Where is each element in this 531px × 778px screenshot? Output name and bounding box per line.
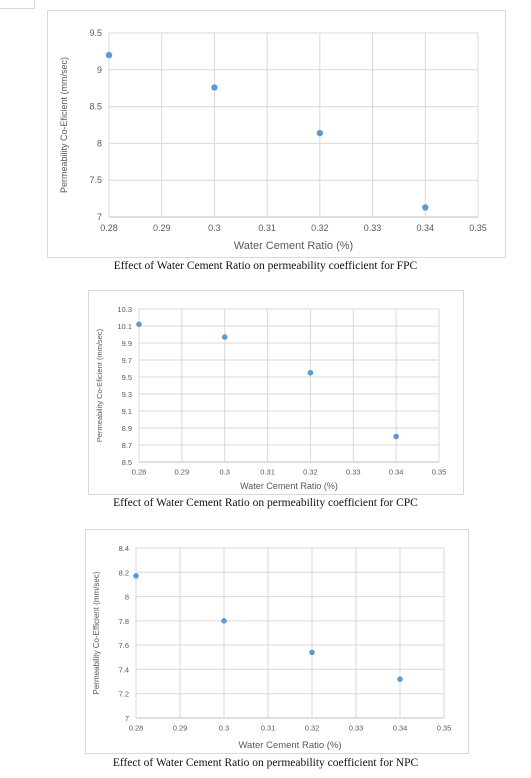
- y-tick-label: 7.5: [89, 175, 102, 185]
- x-tick-label: 0.3: [219, 468, 229, 477]
- y-tick-label: 7.2: [119, 690, 129, 699]
- x-tick-label: 0.29: [153, 223, 171, 233]
- npc-chart-caption: Effect of Water Cement Ratio on permeabi…: [112, 757, 419, 769]
- x-axis-title: Water Cement Ratio (%): [238, 740, 341, 751]
- y-tick-label: 8.2: [119, 568, 129, 577]
- data-point: [393, 433, 399, 440]
- data-point: [211, 84, 218, 91]
- y-tick-label: 7.4: [119, 665, 129, 674]
- x-tick-label: 0.31: [261, 724, 276, 733]
- x-tick-label: 0.28: [132, 468, 147, 477]
- x-tick-label: 0.33: [346, 468, 361, 477]
- data-point: [309, 649, 315, 656]
- corner-mark: [0, 0, 35, 9]
- data-point: [221, 334, 228, 340]
- x-tick-label: 0.3: [219, 724, 229, 733]
- data-point: [133, 573, 139, 579]
- y-tick-label: 9.5: [89, 28, 102, 38]
- x-tick-label: 0.32: [303, 468, 318, 477]
- data-point: [136, 321, 142, 328]
- y-tick-label: 9.7: [122, 356, 132, 365]
- y-tick-label: 8: [97, 138, 102, 148]
- y-tick-label: 7.8: [119, 617, 129, 626]
- y-tick-label: 9.3: [122, 390, 132, 399]
- y-tick-label: 9.5: [122, 373, 132, 382]
- x-tick-label: 0.35: [432, 468, 447, 477]
- y-tick-label: 9.1: [122, 407, 132, 416]
- x-tick-label: 0.31: [260, 468, 275, 477]
- cpc-chart-caption: Effect of Water Cement Ratio on permeabi…: [113, 497, 418, 509]
- x-tick-label: 0.29: [173, 724, 188, 733]
- y-tick-label: 8.7: [122, 441, 132, 450]
- fpc-chart-panel: 7 7.5 8 8.5 9 9.5 0.28 0.29 0.3 0.31 0.32 0.33 0.34 0…: [47, 10, 506, 258]
- y-tick-label: 8.5: [122, 458, 132, 467]
- x-tick-label: 0.34: [417, 223, 435, 233]
- x-axis-title: Water Cement Ratio (%): [234, 240, 353, 252]
- x-axis-title: Water Cement Ratio (%): [240, 481, 338, 491]
- cpc-scatter-chart: 8.5 8.7 8.9 9.1 9.3 9.5 9.7 9.9 10.1 10.3 0.28 0.29…: [95, 305, 447, 491]
- fpc-chart-caption: Effect of Water Cement Ratio on permeabi…: [113, 260, 418, 272]
- x-tick-label: 0.32: [305, 724, 320, 733]
- y-tick-label: 7: [97, 212, 102, 222]
- x-tick-label: 0.28: [100, 223, 118, 233]
- y-tick-label: 7: [125, 714, 129, 723]
- y-axis-title: Permeability Co-Eficient (mm/sec): [95, 328, 104, 442]
- y-tick-label: 8: [125, 593, 129, 602]
- y-tick-label: 9.9: [122, 339, 132, 348]
- data-point: [221, 618, 227, 624]
- x-tick-label: 0.35: [437, 724, 452, 733]
- y-axis-title: Permeability Co-Efficient (mm/sec): [92, 571, 101, 694]
- y-tick-label: 8.5: [89, 102, 102, 112]
- data-point: [397, 676, 403, 682]
- y-axis-title: Permeability Co-Eficient (mm/sec): [59, 57, 69, 193]
- x-tick-label: 0.28: [129, 724, 144, 733]
- data-point: [307, 369, 314, 376]
- x-tick-label: 0.32: [311, 223, 329, 233]
- y-tick-label: 8.9: [122, 424, 132, 433]
- y-tick-label: 10.3: [117, 305, 132, 314]
- x-tick-label: 0.29: [175, 468, 190, 477]
- y-tick-label: 10.1: [117, 322, 132, 331]
- data-point: [422, 204, 429, 211]
- data-point: [316, 129, 324, 137]
- npc-chart-panel: 7 7.2 7.4 7.6 7.8 8 8.2 8.4 0.28 0.29 0.3 0.31 0.32 0…: [85, 529, 469, 754]
- y-tick-label: 9: [97, 65, 102, 75]
- x-tick-label: 0.3: [208, 223, 221, 233]
- x-tick-label: 0.33: [349, 724, 364, 733]
- fpc-scatter-chart: 7 7.5 8 8.5 9 9.5 0.28 0.29 0.3 0.31 0.32 0.33 0.34 0…: [59, 28, 487, 252]
- y-tick-label: 7.6: [119, 641, 129, 650]
- data-point: [105, 51, 113, 59]
- x-tick-label: 0.34: [389, 468, 404, 477]
- x-tick-label: 0.33: [364, 223, 382, 233]
- x-tick-label: 0.35: [469, 223, 487, 233]
- npc-scatter-chart: 7 7.2 7.4 7.6 7.8 8 8.2 8.4 0.28 0.29 0.3 0.31 0.32 0…: [92, 544, 452, 751]
- x-tick-label: 0.31: [258, 223, 276, 233]
- y-tick-label: 8.4: [119, 544, 129, 553]
- cpc-chart-panel: 8.5 8.7 8.9 9.1 9.3 9.5 9.7 9.9 10.1 10.3 0.28 0.29…: [88, 290, 464, 495]
- x-tick-label: 0.34: [393, 724, 408, 733]
